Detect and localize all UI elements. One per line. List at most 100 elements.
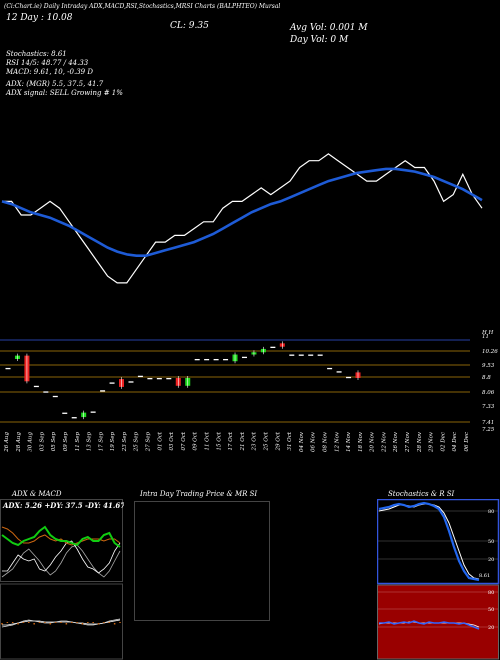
candle — [166, 377, 172, 380]
rsi-frame — [377, 584, 499, 660]
price-scale-header: H H — [481, 330, 494, 336]
candle — [327, 367, 333, 370]
date-label: 20 Nov — [370, 431, 376, 453]
adx-panel-title: ADX & MACD — [12, 490, 62, 498]
candle — [289, 354, 295, 356]
date-label: 31 Oct — [287, 431, 293, 450]
plus-di-line — [1, 525, 121, 548]
stochastics-rsi-panel: 80 50 20 80 50 20 8.61 — [377, 499, 500, 660]
candle — [346, 376, 352, 379]
candle — [43, 391, 49, 393]
date-label: 21 Oct — [240, 431, 246, 451]
date-label: 05 Sep — [51, 432, 57, 452]
intraday-panel-title: Intra Day Trading Price & MR SI — [140, 490, 258, 498]
avg-volume: Avg Vol: 0.001 M — [290, 23, 368, 33]
price-ma-chart — [1, 153, 483, 284]
candle — [308, 354, 314, 356]
price-line — [2, 153, 483, 284]
candle — [90, 411, 96, 413]
macd-frame — [0, 583, 123, 660]
adx-macd-panel: ADX: 5.26 +DY: 37.5 -DY: 41.67 — [0, 499, 124, 660]
date-label: 19 Sep — [110, 432, 116, 452]
stoch-k-line — [378, 501, 480, 582]
stochastics-readout: Stochastics: 8.61 — [6, 50, 67, 58]
adx-signal: ADX signal: SELL Growing # 1% — [6, 89, 123, 97]
date-label: 25 Oct — [263, 431, 269, 451]
candle — [270, 346, 276, 349]
date-label: 26 Aug — [4, 432, 10, 453]
date-label: 15 Oct — [216, 431, 222, 450]
macd-readout: MACD: 9.61, 10, -0.39 D — [6, 68, 93, 76]
adx-grey-line — [1, 544, 121, 578]
date-label: 23 Sep — [122, 432, 128, 453]
candle — [5, 367, 11, 370]
candle — [223, 358, 229, 361]
date-label: 18 Nov — [358, 431, 364, 452]
price-scale-label: 7.25 — [482, 427, 495, 433]
date-label: 17 Sep — [98, 432, 104, 452]
candle — [213, 358, 219, 361]
intraday-panel — [134, 501, 270, 621]
date-label: 17 Oct — [228, 431, 234, 450]
candle — [52, 395, 58, 398]
date-label: 27 Sep — [146, 432, 152, 453]
date-label: 30 Aug — [28, 432, 34, 452]
stoch-scale-label: 20 — [488, 557, 494, 563]
price-scale-label: 7.41 — [482, 420, 494, 426]
date-label: 03 Oct — [169, 431, 175, 450]
rsi-scale-label: 80 — [488, 590, 494, 596]
date-label: 29 Oct — [275, 431, 281, 451]
adx-values-readout: ADX: 5.26 +DY: 37.5 -DY: 41.67 — [2, 501, 124, 510]
day-summary: 12 Day : 10.08 — [6, 13, 73, 23]
date-label: 06 Nov — [311, 431, 317, 452]
daily-levels-chart: 11 10.26 9.53 8.8 8.06 7.33 7.417.25 H H 26 Aug 2… — [0, 330, 498, 453]
date-label: 04 Dec — [452, 432, 458, 452]
date-label: 02 Dec — [440, 432, 446, 452]
candle — [241, 356, 247, 359]
price-scale-label: 9.53 — [482, 363, 495, 369]
candle — [128, 381, 134, 383]
stoch-panel-title: Stochastics & R SI — [388, 490, 455, 498]
date-label: 06 Dec — [464, 432, 470, 452]
stoch-value-label: 8.61 — [479, 573, 490, 579]
date-label: 28 Aug — [16, 432, 22, 453]
chart-header-title: (Ci:Chart.ie) Daily Intraday ADX,MACD,RS… — [4, 3, 281, 10]
adx-readout: ADX: (MGR) 5.5, 37.5, 41.7 — [6, 80, 104, 88]
candle — [156, 377, 162, 380]
date-label: 09 Sep — [63, 432, 69, 452]
candle — [137, 375, 143, 378]
date-label: 22 Nov — [381, 431, 387, 453]
stoch-frame — [377, 499, 500, 585]
date-label: 11 Sep — [75, 432, 81, 452]
moving-average-line — [1, 167, 483, 257]
price-scale-label: 8.8 — [482, 375, 491, 381]
date-label: 01 Oct — [157, 431, 163, 450]
candle — [194, 358, 200, 361]
price-scale-label: 7.33 — [482, 404, 495, 410]
stoch-scale-label: 50 — [488, 539, 494, 545]
rsi-blue-line — [379, 620, 480, 630]
rsi-readout: RSI 14/5: 48.77 / 44.33 — [6, 59, 89, 67]
adx-white-line — [2, 540, 121, 574]
candle — [204, 358, 210, 361]
date-label: 28 Nov — [417, 431, 423, 453]
date-label: 13 Sep — [87, 432, 93, 452]
candle — [317, 354, 323, 356]
date-label: 29 Nov — [429, 431, 435, 453]
candle — [33, 385, 39, 388]
candle — [109, 382, 115, 384]
date-label: 08 Nov — [322, 431, 328, 452]
date-label: 07 Oct — [181, 431, 187, 450]
price-scale-label: 8.06 — [482, 390, 495, 396]
rsi-scale-label: 20 — [488, 625, 494, 631]
candle — [147, 377, 153, 380]
date-label: 14 Nov — [346, 431, 352, 452]
date-label: 09 Oct — [193, 431, 199, 450]
price-scale-label: 11 — [482, 334, 489, 340]
candle — [62, 412, 68, 414]
price-scale-label: 10.26 — [482, 349, 498, 355]
date-label: 26 Nov — [393, 431, 399, 453]
rsi-scale-label: 50 — [488, 607, 494, 613]
date-label: 03 Sep — [39, 432, 45, 452]
candle — [71, 417, 77, 419]
